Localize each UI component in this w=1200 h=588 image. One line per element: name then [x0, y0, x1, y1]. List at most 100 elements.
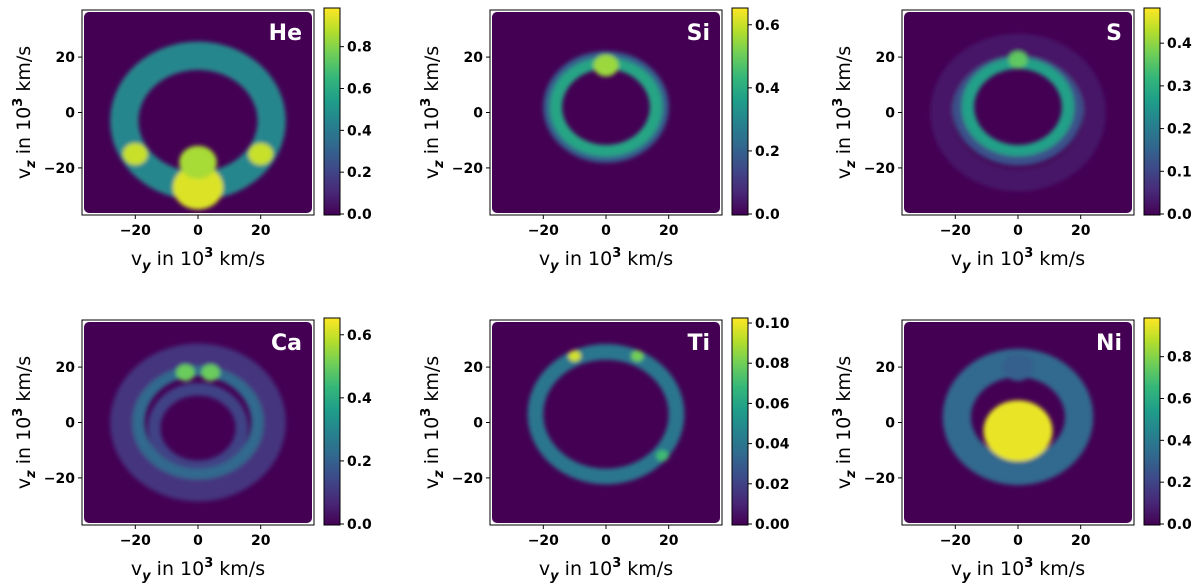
y-tick-label: −20	[864, 161, 895, 177]
x-axis-label-mid: in 10	[971, 558, 1025, 580]
x-axis-label-mid: in 10	[559, 248, 613, 270]
colorbar-ca: 0.0 0.2 0.4 0.6	[323, 317, 372, 533]
colorbar-tick-label: 0.4	[347, 391, 372, 407]
colorbar-tick-label: 0.8	[1167, 350, 1192, 366]
x-tick-label: 20	[1071, 533, 1091, 549]
colorbar-gradient	[731, 317, 749, 526]
y-axis-label-mid: in 10	[833, 107, 855, 161]
x-tick-label: 0	[601, 223, 611, 239]
x-tick-label: 20	[1071, 223, 1091, 239]
blob-feature	[1008, 51, 1028, 69]
x-axis-label-sup: 3	[612, 246, 621, 261]
x-axis-label-sub: y	[550, 569, 559, 584]
y-tick-label: 20	[464, 50, 484, 66]
y-tick-label: 20	[876, 360, 896, 376]
heatmap-si	[490, 10, 722, 215]
x-axis-label: vy in 103 km/s	[131, 556, 265, 584]
x-tick-label: 20	[251, 223, 271, 239]
y-axis-label-sub: z	[844, 470, 859, 479]
colorbar-gradient	[323, 7, 341, 216]
heatmap-ca	[82, 320, 314, 525]
x-axis-label-unit: km/s	[621, 558, 673, 580]
blob-feature	[201, 364, 220, 381]
blob-feature	[172, 165, 224, 210]
colorbar-tick-label: 0.10	[755, 316, 790, 332]
y-tick-label: 20	[56, 360, 76, 376]
y-axis-label-sup: 3	[419, 98, 434, 107]
element-label-si: Si	[687, 21, 710, 46]
y-tick-label: −20	[452, 471, 483, 487]
x-tick-label: −20	[528, 533, 559, 549]
y-axis-label-mid: in 10	[833, 417, 855, 471]
y-axis-label-main: v	[13, 478, 35, 489]
y-axis-label-sub: z	[432, 160, 447, 169]
colorbar-tick-label: 0.06	[755, 396, 790, 412]
y-axis-label-main: v	[421, 478, 443, 489]
colorbar-tick-label: 0.2	[755, 144, 780, 160]
colorbar-tick-label: 0.2	[347, 165, 372, 181]
y-tick-label: 0	[885, 106, 895, 122]
x-axis-label-main: v	[539, 558, 550, 580]
element-label-ni: Ni	[1096, 331, 1122, 356]
colorbar-tick-label: 0.0	[347, 207, 372, 223]
y-axis-label-main: v	[13, 168, 35, 179]
x-axis-label-mid: in 10	[971, 248, 1025, 270]
blob-feature	[176, 364, 195, 381]
blob-feature	[1002, 353, 1034, 381]
x-axis-label-unit: km/s	[213, 558, 265, 580]
x-tick-label: −20	[940, 223, 971, 239]
x-axis-label-unit: km/s	[1033, 248, 1085, 270]
element-label-ca: Ca	[271, 331, 302, 356]
colorbar-tick-label: 0.4	[1167, 36, 1192, 52]
shell-feature	[132, 363, 264, 482]
y-axis-label-sub: z	[432, 470, 447, 479]
y-axis-label-sub: z	[844, 160, 859, 169]
colorbar-tick-label: 0.2	[1167, 475, 1192, 491]
x-axis-label-sup: 3	[1024, 246, 1033, 261]
element-label-s: S	[1106, 21, 1122, 46]
colorbar-tick-label: 0.0	[347, 517, 372, 533]
colorbar-tick-label: 0.6	[755, 18, 780, 34]
x-axis-label: vy in 103 km/s	[539, 556, 673, 584]
x-tick-label: 0	[601, 533, 611, 549]
y-axis-label: vz in 103 km/s	[831, 356, 859, 489]
shell-feature	[110, 343, 286, 502]
colorbar-tick-label: 0.2	[1167, 122, 1192, 138]
x-axis-label-sup: 3	[612, 556, 621, 571]
blob-feature	[631, 350, 644, 362]
x-axis-label-sup: 3	[1024, 556, 1033, 571]
x-axis-label: vy in 103 km/s	[951, 556, 1085, 584]
y-tick-label: 0	[473, 106, 483, 122]
colorbar-tick-label: 0.6	[347, 328, 372, 344]
y-axis-label-sup: 3	[11, 98, 26, 107]
blob-feature	[179, 145, 217, 179]
colorbar-tick-label: 0.04	[755, 437, 790, 453]
blob-feature	[983, 400, 1053, 462]
x-axis-label-main: v	[131, 558, 142, 580]
y-axis-label-mid: in 10	[13, 417, 35, 471]
x-axis-label-sub: y	[550, 259, 559, 274]
x-axis-label-mid: in 10	[151, 558, 205, 580]
y-axis-label: vz in 103 km/s	[419, 46, 447, 179]
x-tick-label: −20	[120, 223, 151, 239]
colorbar-ti: 0.00 0.02 0.04 0.06 0.08 0.10	[731, 316, 790, 533]
x-tick-label: −20	[940, 533, 971, 549]
y-axis-label-unit: km/s	[421, 356, 443, 408]
colorbar-tick-label: 0.4	[755, 81, 780, 97]
x-axis-label-sub: y	[142, 569, 151, 584]
x-tick-label: 0	[193, 223, 203, 239]
colorbar-gradient	[1143, 317, 1161, 526]
x-tick-label: 20	[659, 223, 679, 239]
colorbar-tick-label: 0.0	[755, 207, 780, 223]
y-tick-label: 20	[876, 50, 896, 66]
colorbar-tick-label: 0.3	[1167, 79, 1192, 95]
element-label-ti: Ti	[687, 331, 710, 356]
y-tick-label: −20	[864, 471, 895, 487]
